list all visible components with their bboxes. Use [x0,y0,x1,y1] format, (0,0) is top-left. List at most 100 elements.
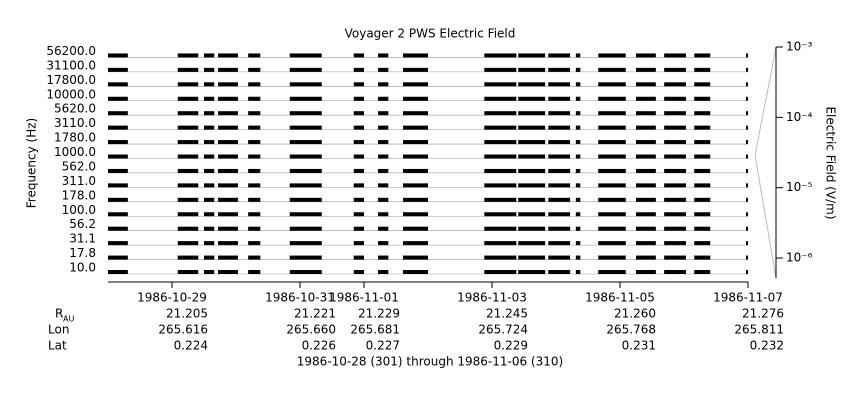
data-segment [353,140,364,145]
x-tick-label: 1986-11-01 [329,291,399,305]
data-segment [177,140,199,145]
x-tick-label: 1986-10-31 [265,291,335,305]
data-segment [746,241,748,246]
data-segment [636,226,656,231]
data-segment [218,82,238,87]
data-segment [289,96,322,101]
data-segment [248,53,261,58]
data-segment [248,212,261,217]
data-segment [218,212,238,217]
data-segment [694,82,711,87]
ephemeris-value: 21.229 [358,307,400,321]
x-tick-label: 1986-11-07 [713,291,783,305]
data-segment [484,197,517,202]
y2-tick-label: 10⁻⁵ [786,180,813,194]
data-segment [204,96,215,101]
ephemeris-value: 0.229 [494,339,528,353]
data-segment [664,82,686,87]
data-segment [598,226,626,231]
data-segment [598,140,626,145]
data-segment [664,183,686,188]
data-segment [204,168,215,173]
data-segment [177,197,199,202]
data-segment [204,241,215,246]
data-segment [664,111,686,116]
data-segment [636,154,656,159]
data-segment [218,270,238,274]
data-segment [108,183,128,188]
data-segment [664,125,686,130]
data-segment [746,226,748,231]
data-segment [218,111,238,116]
data-segment [218,53,238,58]
data-segment [598,241,626,246]
data-segment [353,67,364,72]
data-segment [746,255,748,260]
y2-tick-label: 10⁻³ [786,40,813,54]
data-segment [636,212,656,217]
data-segment [403,53,428,58]
data-segment [403,197,428,202]
y-tick-label: 562.0 [62,159,96,173]
data-segment [746,67,748,72]
data-segment [177,183,199,188]
data-segment [403,82,428,87]
data-segment [353,53,364,58]
data-segment [108,67,128,72]
ephemeris-value: 265.811 [734,323,784,337]
data-segment [575,67,581,72]
data-segment [248,197,261,202]
data-segment [378,53,389,58]
data-segment [177,125,199,130]
data-segment [598,168,626,173]
data-segment [289,270,322,274]
data-segment [289,125,322,130]
data-segment [664,67,686,72]
data-segment [353,241,364,246]
data-segment [177,255,199,260]
data-segment [518,270,546,274]
data-segment [548,82,571,87]
data-segment [248,67,261,72]
data-segment [548,212,571,217]
data-segment [694,140,711,145]
data-segment [378,96,389,101]
data-segment [353,82,364,87]
ephemeris-value: 21.276 [742,307,784,321]
data-segment [353,212,364,217]
y-tick-label: 311.0 [62,174,96,188]
data-segment [353,226,364,231]
data-segment [484,96,517,101]
data-segment [548,183,571,188]
data-segment [108,82,128,87]
data-segment [484,183,517,188]
data-segment [636,255,656,260]
data-segment [746,183,748,188]
data-segment [636,140,656,145]
data-segment [484,226,517,231]
data-segment [518,154,546,159]
data-segment [403,125,428,130]
data-segment [694,53,711,58]
ephemeris-value: 265.616 [158,323,208,337]
data-segment [518,197,546,202]
ephemeris-value: 21.260 [614,307,656,321]
data-segment [108,270,128,274]
data-segment [518,96,546,101]
data-segment [204,197,215,202]
data-segment [289,197,322,202]
data-segment [248,82,261,87]
data-segment [289,111,322,116]
data-segment [746,154,748,159]
data-segment [289,140,322,145]
data-segment [108,226,128,231]
data-segment [378,111,389,116]
data-segment [218,140,238,145]
data-segment [636,125,656,130]
data-segment [548,168,571,173]
data-segment [248,111,261,116]
data-segment [484,241,517,246]
data-segment [636,241,656,246]
data-segment [378,212,389,217]
data-segment [664,140,686,145]
